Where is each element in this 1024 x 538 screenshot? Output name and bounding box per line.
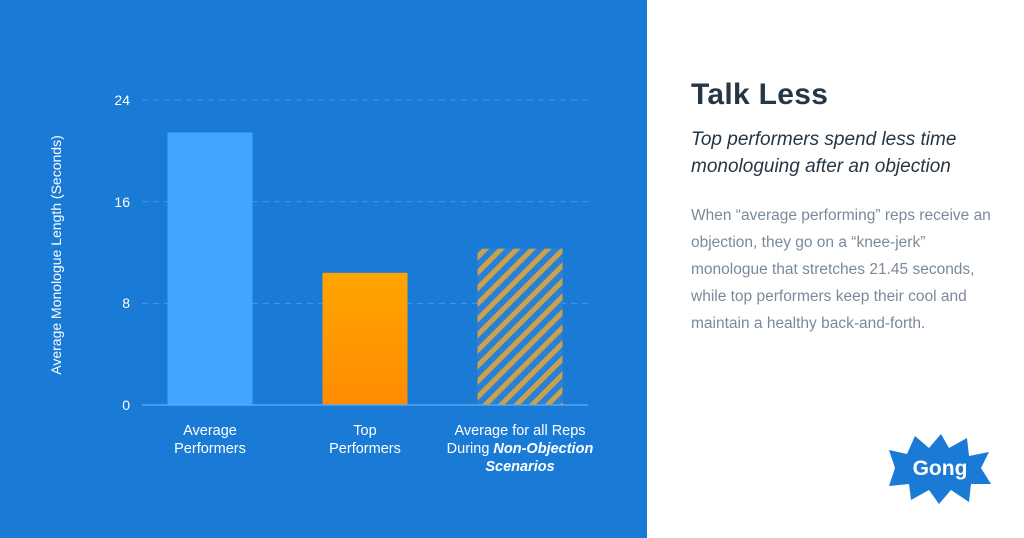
y-tick-8: 8 (122, 295, 130, 312)
bar-chart (142, 99, 588, 406)
chart-panel: Average Monologue Length (Seconds) 24 16… (0, 0, 647, 538)
gong-logo-icon: Gong (889, 434, 991, 504)
category-label-all-reps: Average for all Reps During Non-Objectio… (430, 422, 610, 476)
subtitle: Top performers spend less time monologui… (691, 129, 957, 177)
category-label-top-performers: Top Performers (275, 422, 455, 458)
logo-text: Gong (913, 457, 968, 480)
category-label-average-performers: Average Performers (120, 422, 300, 458)
category-label-line: Top (353, 423, 377, 439)
category-label-line: Average for all Reps (454, 423, 586, 439)
category-label-line: Performers (174, 441, 246, 457)
y-tick-16: 16 (114, 193, 130, 210)
bar-all-reps-non-objection (477, 248, 563, 405)
info-panel: Talk Less Top performers spend less time… (647, 0, 1024, 538)
body-text: When “average performing” reps receive a… (691, 207, 991, 332)
bar-top-performers (322, 272, 408, 405)
category-label-line: Average (183, 423, 237, 439)
logo-burst-shape (889, 434, 991, 504)
category-label-line: Performers (329, 441, 401, 457)
y-axis-label: Average Monologue Length (Seconds) (48, 135, 64, 375)
page-title: Talk Less (691, 78, 829, 111)
category-label-emphasis: Scenarios (485, 459, 555, 475)
category-label-prefix: During (446, 441, 494, 457)
category-label-line: During Non-Objection (430, 440, 610, 458)
bar-average-performers (167, 132, 253, 405)
y-tick-24: 24 (114, 92, 130, 108)
category-label-emphasis: Non-Objection (493, 441, 594, 457)
y-tick-0: 0 (122, 397, 130, 413)
